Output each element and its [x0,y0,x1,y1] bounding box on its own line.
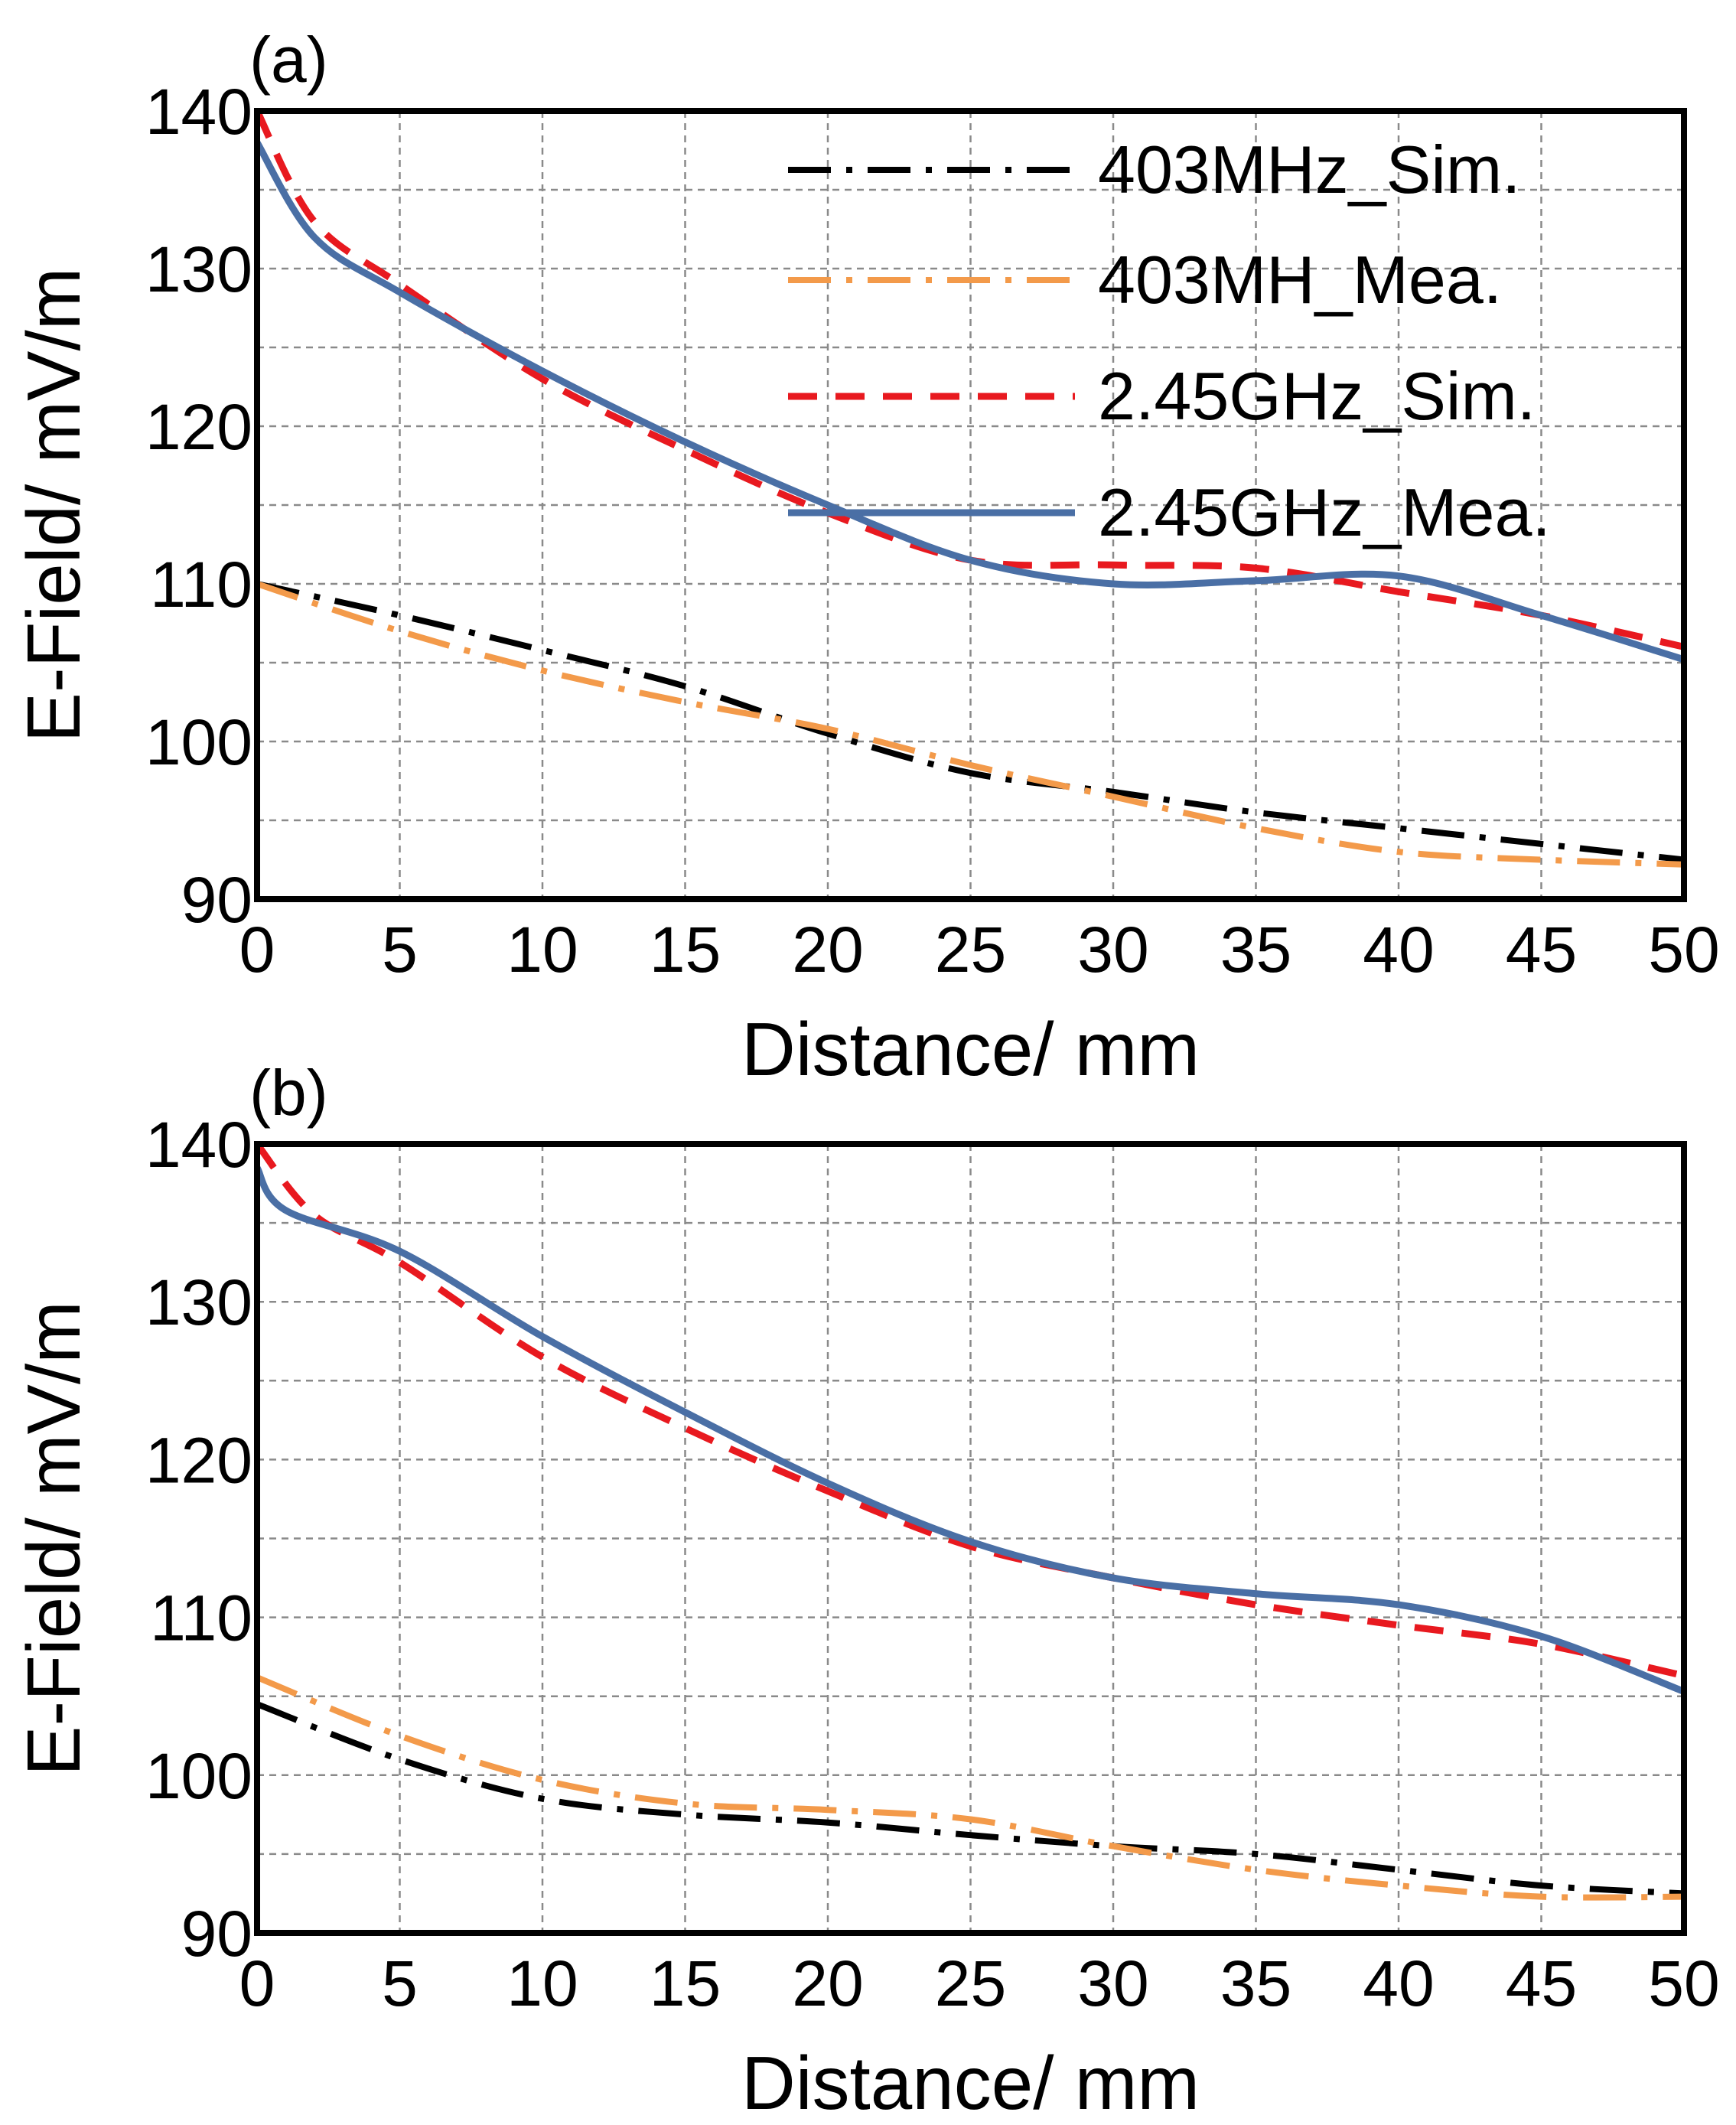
series-line-a-1 [256,581,1685,868]
x-tick-label: 50 [1648,914,1719,986]
y-tick-labels-b: 90 100 110 120 130 140 [145,1109,252,1970]
series-line-b-0 [256,1701,1685,1897]
series-line-b-1 [256,1674,1685,1901]
y-tick-label: 100 [145,1740,252,1812]
series-line-b-3 [253,1165,1686,1695]
legend-label-0: 403MHz_Sim. [1098,132,1521,207]
legend-label-3: 2.45GHz_Mea. [1098,474,1551,550]
x-tick-label: 40 [1363,1947,1434,2019]
series-line-a-0 [256,581,1685,863]
series-line-a-3 [254,140,1686,663]
x-tick-label: 0 [239,914,275,986]
y-tick-label: 110 [150,549,252,621]
x-tick-label: 25 [935,914,1006,986]
y-tick-label: 140 [145,1109,252,1181]
y-tick-label: 140 [145,76,252,148]
y-tick-label: 130 [145,1266,252,1338]
x-tick-label: 45 [1506,1947,1577,2019]
series-layer-b [253,1142,1686,1901]
x-tick-label: 35 [1220,914,1291,986]
y-tick-labels-a: 90 100 110 120 130 140 [145,76,252,936]
panel-label-a: (a) [249,24,328,96]
panel-b: 0 5 10 15 20 25 30 35 40 45 50 90 100 110 120 130 140 (… [11,1057,1720,2125]
y-tick-label: 120 [145,1424,252,1496]
x-tick-label: 15 [650,914,721,986]
x-axis-label-b: Distance/ mm [741,2041,1200,2125]
y-axis-label-b: E-Field/ mV/m [11,1301,96,1776]
y-tick-label: 90 [181,864,252,936]
panel-a: 0 5 10 15 20 25 30 35 40 45 50 90 100 110 120 130 140 (… [11,24,1720,1091]
x-tick-label: 30 [1077,914,1148,986]
x-tick-label: 10 [506,914,578,986]
x-tick-label: 30 [1077,1947,1148,2019]
y-tick-label: 90 [181,1898,252,1970]
x-tick-label: 20 [792,914,863,986]
legend-label-1: 403MH_Mea. [1098,242,1502,318]
x-tick-label: 25 [935,1947,1006,2019]
x-tick-label: 35 [1220,1947,1291,2019]
x-tick-label: 40 [1363,914,1434,986]
x-tick-labels-b: 0 5 10 15 20 25 30 35 40 45 50 [239,1947,1720,2019]
x-tick-label: 45 [1506,914,1577,986]
legend-label-2: 2.45GHz_Sim. [1098,358,1536,434]
y-tick-label: 130 [145,233,252,305]
panel-label-b: (b) [249,1057,328,1129]
series-layer-a [253,109,1686,868]
x-tick-label: 20 [792,1947,863,2019]
x-tick-label: 15 [650,1947,721,2019]
x-tick-label: 0 [239,1947,275,2019]
y-tick-label: 100 [145,706,252,778]
x-tick-label: 5 [382,1947,418,2019]
y-axis-label-a: E-Field/ mV/m [11,268,96,743]
x-tick-label: 10 [506,1947,578,2019]
x-tick-label: 5 [382,914,418,986]
plot-frame-a [254,108,1687,902]
y-tick-label: 120 [145,391,252,463]
legend: 403MHz_Sim. 403MH_Mea. 2.45GHz_Sim. 2.45GHz… [788,132,1551,550]
x-tick-labels-a: 0 5 10 15 20 25 30 35 40 45 50 [239,914,1720,986]
x-tick-label: 50 [1648,1947,1719,2019]
y-tick-label: 110 [150,1582,252,1654]
x-axis-label-a: Distance/ mm [741,1007,1200,1091]
series-line-b-2 [254,1142,1685,1680]
plot-frame-b [254,1141,1687,1936]
